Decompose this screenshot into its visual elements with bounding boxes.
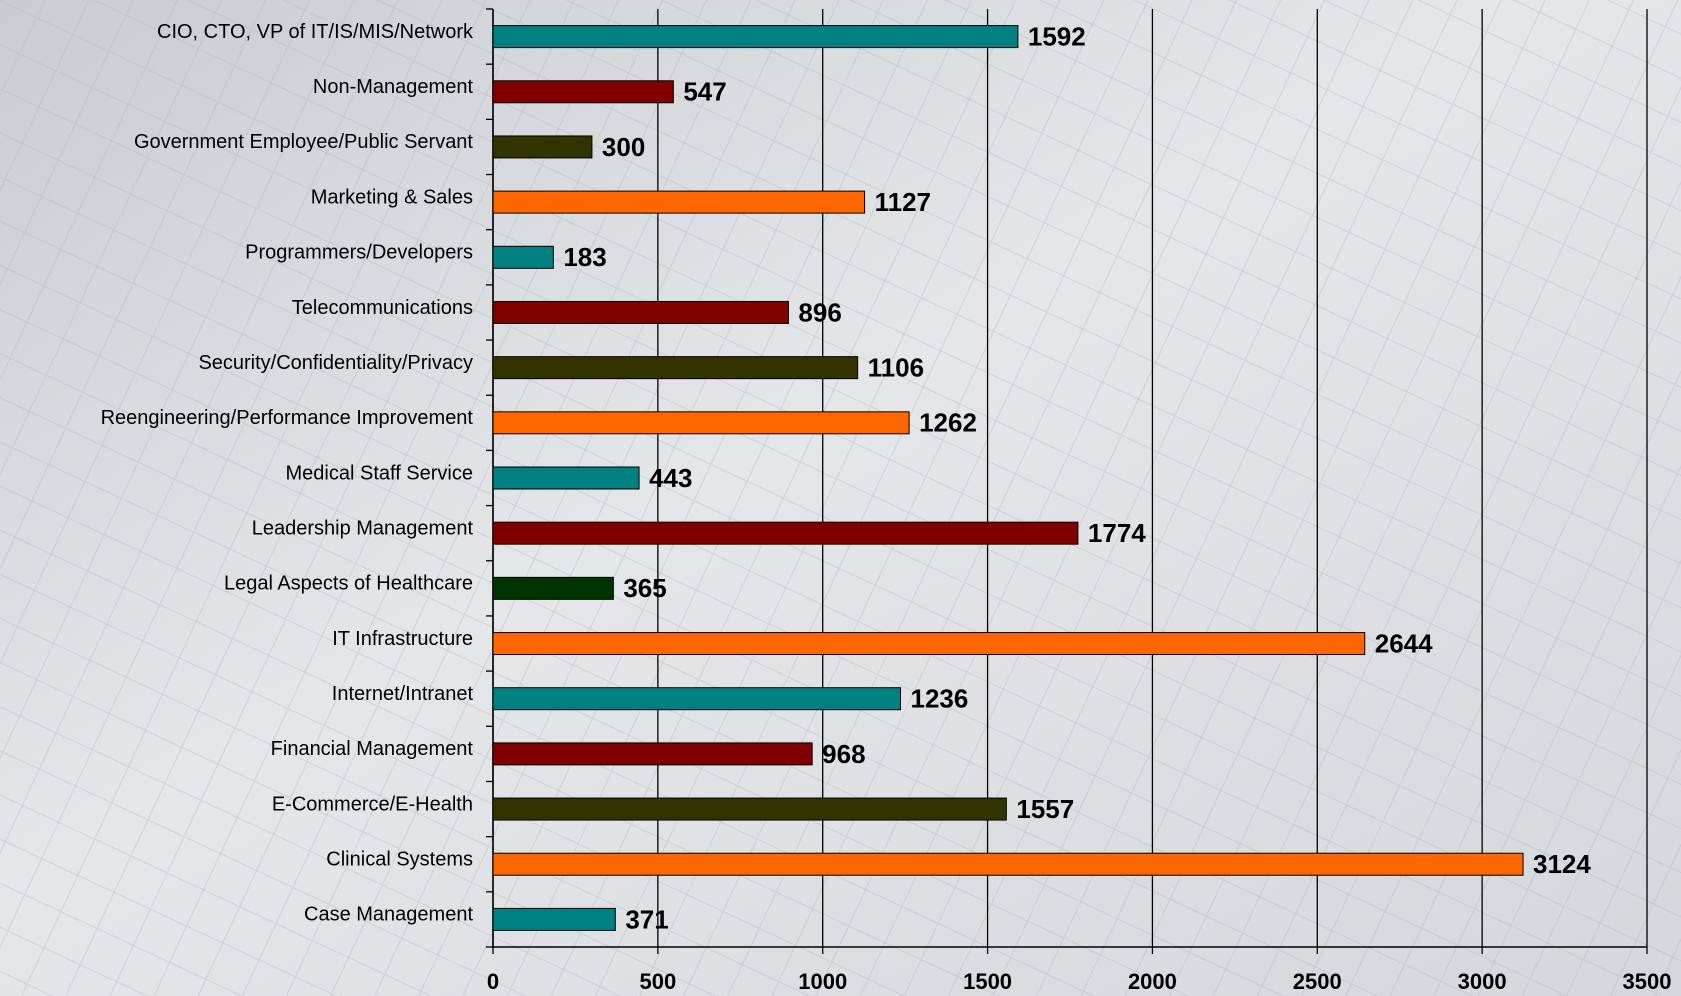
bar xyxy=(493,301,788,323)
category-label: Reengineering/Performance Improvement xyxy=(101,407,474,429)
category-label: Leadership Management xyxy=(252,517,474,539)
bar xyxy=(493,522,1078,544)
category-label: Internet/Intranet xyxy=(332,683,474,705)
value-label: 3124 xyxy=(1533,849,1591,879)
category-label: Telecommunications xyxy=(292,297,473,319)
value-label: 371 xyxy=(625,904,668,934)
bar xyxy=(493,908,615,930)
category-label: Non-Management xyxy=(313,76,474,98)
bar xyxy=(493,26,1018,48)
value-label: 1592 xyxy=(1028,21,1086,51)
category-label: Marketing & Sales xyxy=(311,186,473,208)
value-label: 1127 xyxy=(875,187,931,217)
bar xyxy=(493,853,1523,875)
category-label: CIO, CTO, VP of IT/IS/MIS/Network xyxy=(157,21,474,43)
x-tick-label: 3500 xyxy=(1623,969,1672,994)
value-label: 1236 xyxy=(911,684,969,714)
category-label: Case Management xyxy=(304,904,473,926)
value-label: 2644 xyxy=(1375,628,1433,658)
category-label: E-Commerce/E-Health xyxy=(272,793,473,815)
value-label: 1557 xyxy=(1016,794,1074,824)
value-label: 443 xyxy=(649,463,692,493)
value-label: 183 xyxy=(563,242,606,272)
bar xyxy=(493,688,901,710)
value-label: 300 xyxy=(602,132,645,162)
x-tick-label: 3000 xyxy=(1458,969,1507,994)
bar xyxy=(493,743,812,765)
bar xyxy=(493,136,592,158)
bar xyxy=(493,191,865,213)
value-label: 1262 xyxy=(919,408,977,438)
category-label: IT Infrastructure xyxy=(332,628,473,650)
category-label: Clinical Systems xyxy=(326,849,473,871)
category-label: Legal Aspects of Healthcare xyxy=(224,573,473,595)
bar xyxy=(493,357,858,379)
bar xyxy=(493,798,1006,820)
value-label: 968 xyxy=(822,739,865,769)
chart: 0 500 1000 1500 2000 2500 3000 3500 CIO, CTO, VP… xyxy=(0,0,1681,996)
category-label: Government Employee/Public Servant xyxy=(134,131,473,153)
bar xyxy=(493,467,639,489)
x-tick-label: 500 xyxy=(639,969,676,994)
value-label: 1774 xyxy=(1088,518,1146,548)
x-tick-label: 0 xyxy=(487,969,499,994)
value-label: 896 xyxy=(798,297,841,327)
bar xyxy=(493,81,673,103)
bar xyxy=(493,246,553,268)
value-label: 547 xyxy=(683,77,726,107)
category-label: Programmers/Developers xyxy=(245,242,473,264)
x-tick-label: 1000 xyxy=(798,969,847,994)
x-tick-label: 2500 xyxy=(1293,969,1342,994)
category-label: Financial Management xyxy=(271,738,474,760)
bar xyxy=(493,577,613,599)
value-label: 365 xyxy=(623,573,666,603)
bar xyxy=(493,633,1365,655)
value-label: 1106 xyxy=(868,353,924,383)
bar xyxy=(493,412,909,434)
category-label: Medical Staff Service xyxy=(286,462,474,484)
x-tick-label: 1500 xyxy=(963,969,1012,994)
x-tick-label: 2000 xyxy=(1128,969,1177,994)
category-label: Security/Confidentiality/Privacy xyxy=(198,352,473,374)
